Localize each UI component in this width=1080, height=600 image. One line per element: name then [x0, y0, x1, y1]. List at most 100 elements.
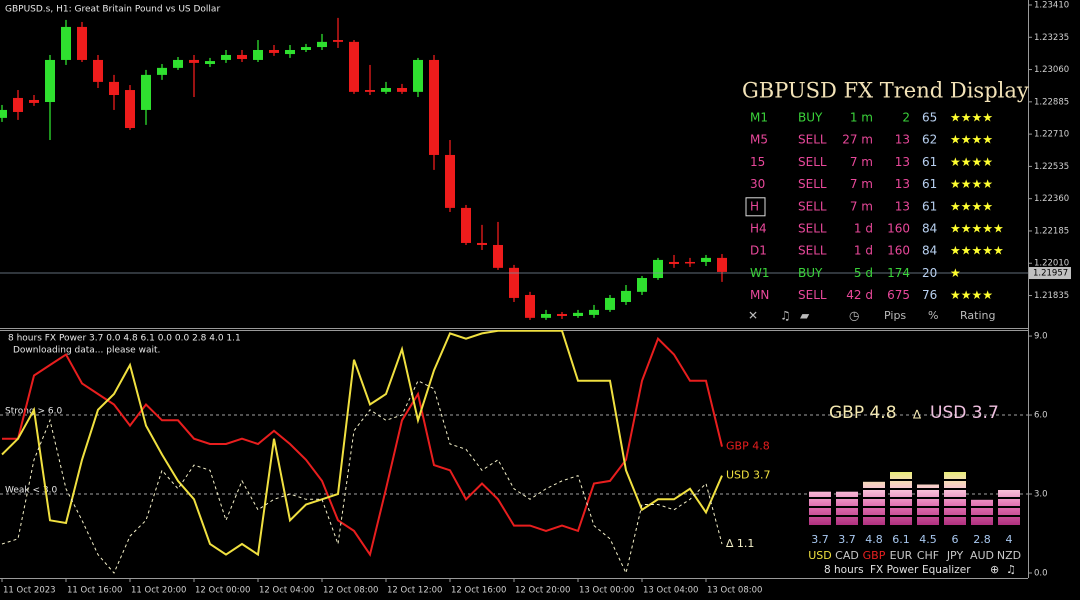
price-box	[1029, 267, 1071, 280]
x-tick-label: 12 Oct 12:00	[387, 586, 442, 596]
rating: ★★★★	[950, 177, 993, 191]
pips: 2	[902, 111, 910, 125]
y-tick-label: 1.21835	[1034, 291, 1069, 301]
equalizer-footer: Equalizer	[922, 564, 971, 576]
timeframe: H4	[750, 222, 767, 236]
base-strength: GBP 4.8	[829, 403, 897, 423]
signal: SELL	[798, 244, 827, 258]
sound-icon[interactable]: ♫	[1006, 563, 1016, 576]
x-tick-label: 11 Oct 20:00	[131, 586, 186, 596]
pips: 160	[887, 244, 910, 258]
y-tick-label: 1.22010	[1034, 259, 1069, 269]
percent: 61	[922, 177, 937, 191]
value-label: 3.7	[811, 533, 829, 546]
candle-body	[509, 267, 519, 298]
y-tick-label: 0.0	[1034, 568, 1048, 578]
x-tick-label: 11 Oct 16:00	[67, 586, 122, 596]
y-tick-label: 1.22185	[1034, 226, 1069, 236]
y-tick-label: 9.0	[1034, 332, 1048, 342]
candle-body	[525, 294, 535, 318]
timeframe: M5	[750, 133, 768, 147]
timeframe: H	[750, 199, 759, 213]
candle-body	[605, 297, 615, 310]
series-line	[2, 336, 723, 558]
currency-label: JPY	[946, 549, 964, 562]
signal: SELL	[798, 288, 827, 302]
timeframe: M1	[750, 111, 768, 125]
mail-icon[interactable]: ▰	[800, 309, 810, 323]
candle-body	[589, 309, 599, 315]
candle-body	[333, 40, 343, 42]
candle-body	[13, 97, 23, 112]
pips: 13	[895, 199, 910, 213]
chart-title: GBPUSD.s, H1: Great Britain Pound vs US …	[5, 5, 220, 15]
currency-label: NZD	[997, 549, 1021, 562]
selected-box	[745, 197, 766, 217]
percent: 76	[922, 288, 937, 302]
candle-body	[621, 290, 631, 302]
candle-body	[381, 87, 391, 92]
candle-body	[637, 278, 647, 292]
candle-body	[653, 259, 663, 279]
timeframe: 15	[750, 155, 765, 169]
sound-icon[interactable]: ♫	[780, 309, 791, 323]
candle-body	[349, 41, 359, 92]
percent: 65	[922, 111, 937, 125]
x-tick-label: 12 Oct 20:00	[515, 586, 570, 596]
level-label: Weak < 3.0	[5, 486, 57, 496]
currency-label: CAD	[835, 549, 859, 562]
indicator-title: 8 hours FX Power 3.7 0.0 4.8 6.1 0.0 0.0…	[8, 334, 241, 344]
rating: ★★★★	[950, 199, 993, 213]
y-tick-label: 1.22885	[1034, 97, 1069, 107]
candle-body	[397, 87, 407, 92]
rating-header: Rating	[960, 309, 995, 322]
candle-body	[221, 54, 231, 60]
close-icon[interactable]: ✕	[748, 309, 758, 323]
series-label: GBP 4.8	[726, 440, 770, 453]
strength-display: GBP 4.8 ∆ USD 3.7	[829, 403, 999, 423]
trend-title: GBPUSD FX Trend Display	[742, 79, 1029, 103]
rating: ★★★★★	[950, 222, 1004, 236]
x-tick-label: 12 Oct 04:00	[259, 586, 314, 596]
candle-body	[253, 49, 263, 60]
crosshair-icon[interactable]: ⊕	[990, 563, 999, 576]
candle-body	[669, 261, 679, 264]
signal: SELL	[798, 133, 827, 147]
value-label: 4.8	[865, 533, 883, 546]
signal: BUY	[798, 111, 823, 125]
percent: 84	[922, 222, 937, 236]
candle-body	[93, 59, 103, 82]
rating: ★★★★	[950, 133, 993, 147]
currency-label: EUR	[890, 549, 913, 562]
candle-body	[205, 61, 215, 65]
y-tick-label: 3.0	[1034, 490, 1048, 500]
series-label: USD 3.7	[726, 469, 771, 482]
rating: ★★★★	[950, 111, 993, 125]
equalizer-bar	[809, 491, 831, 525]
candle-body	[141, 74, 151, 110]
candle-body	[701, 257, 711, 262]
candle-body	[429, 59, 439, 155]
x-tick-label: 12 Oct 16:00	[451, 586, 506, 596]
value-label: 6.1	[892, 533, 910, 546]
rating: ★★★★	[950, 288, 993, 302]
percent: 61	[922, 199, 937, 213]
x-tick-label: 12 Oct 08:00	[323, 586, 378, 596]
candle-body	[493, 244, 503, 268]
pips: 13	[895, 155, 910, 169]
pips: 174	[887, 266, 910, 280]
candle-body	[301, 47, 311, 50]
candles	[0, 17, 727, 320]
pips: 160	[887, 222, 910, 236]
time: 27 m	[842, 133, 873, 147]
signal: SELL	[798, 199, 827, 213]
time: 1 m	[850, 111, 873, 125]
candle-body	[477, 242, 487, 245]
candle-body	[29, 99, 39, 103]
percent-header: %	[928, 309, 938, 322]
candle-body	[0, 109, 7, 118]
x-tick-label: 13 Oct 04:00	[643, 586, 698, 596]
rating: ★★★★★	[950, 244, 1004, 258]
candle-body	[61, 26, 71, 60]
currency-label: GBP	[863, 549, 886, 562]
